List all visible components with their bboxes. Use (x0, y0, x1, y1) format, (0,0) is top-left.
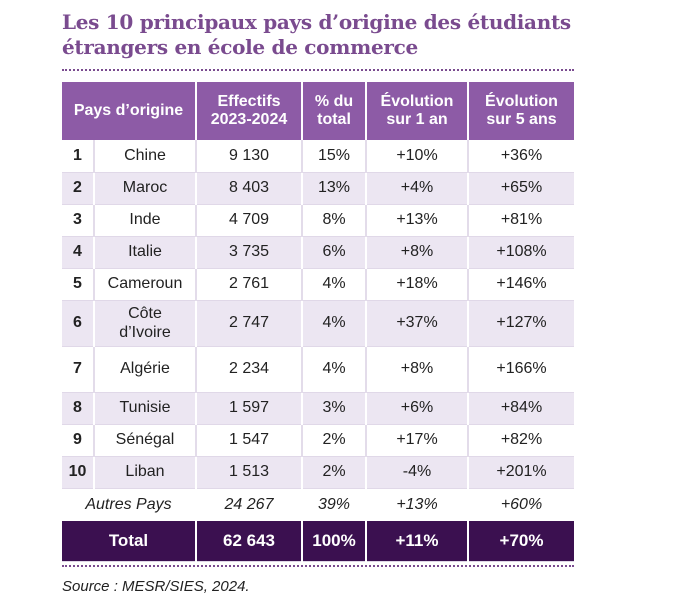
country-cell: Maroc (93, 172, 196, 205)
evo5-cell: +201% (467, 456, 574, 489)
country-cell: Italie (93, 236, 196, 269)
other-count: 24 267 (195, 488, 302, 521)
header-evolution-1y: Évolution sur 1 an (365, 82, 468, 140)
country-cell: Algérie (93, 346, 196, 393)
total-row: Total 62 643 100% +11% +70% (62, 520, 574, 562)
count-cell: 2 761 (195, 268, 302, 301)
evo1-cell: +10% (365, 140, 468, 173)
evo1-cell: -4% (365, 456, 468, 489)
evo5-cell: +127% (467, 300, 574, 347)
total-evo1: +11% (365, 520, 468, 562)
country-cell: Cameroun (93, 268, 196, 301)
share-cell: 2% (301, 424, 366, 457)
count-cell: 1 513 (195, 456, 302, 489)
table-row: 5 Cameroun 2 761 4% +18% +146% (62, 268, 574, 301)
rank-cell: 5 (62, 268, 94, 301)
table-row: 9 Sénégal 1 547 2% +17% +82% (62, 424, 574, 457)
count-cell: 8 403 (195, 172, 302, 205)
rank-cell: 7 (62, 346, 94, 393)
share-cell: 3% (301, 392, 366, 425)
rank-cell: 9 (62, 424, 94, 457)
table-row: 3 Inde 4 709 8% +13% +81% (62, 204, 574, 237)
top-dotted-rule (62, 69, 574, 71)
evo5-cell: +166% (467, 346, 574, 393)
page-title: Les 10 principaux pays d’origine des étu… (62, 10, 574, 60)
header-share: % du total (301, 82, 366, 140)
bottom-dotted-rule (62, 565, 574, 567)
evo5-cell: +65% (467, 172, 574, 205)
table-row: 2 Maroc 8 403 13% +4% +65% (62, 172, 574, 205)
rank-cell: 1 (62, 140, 94, 173)
evo5-cell: +84% (467, 392, 574, 425)
rank-cell: 4 (62, 236, 94, 269)
evo5-cell: +81% (467, 204, 574, 237)
header-count: Effectifs 2023-2024 (195, 82, 302, 140)
title-line-2: étrangers en école de commerce (62, 35, 418, 59)
other-evo5: +60% (467, 488, 574, 521)
count-cell: 2 234 (195, 346, 302, 393)
total-share: 100% (301, 520, 366, 562)
evo5-cell: +108% (467, 236, 574, 269)
evo1-cell: +18% (365, 268, 468, 301)
evo5-cell: +82% (467, 424, 574, 457)
table-row: 10 Liban 1 513 2% -4% +201% (62, 456, 574, 489)
evo1-cell: +6% (365, 392, 468, 425)
table-row: 7 Algérie 2 234 4% +8% +166% (62, 346, 574, 393)
share-cell: 8% (301, 204, 366, 237)
country-cell: Liban (93, 456, 196, 489)
share-cell: 15% (301, 140, 366, 173)
share-cell: 13% (301, 172, 366, 205)
evo5-cell: +36% (467, 140, 574, 173)
count-cell: 2 747 (195, 300, 302, 347)
table-row: 1 Chine 9 130 15% +10% +36% (62, 140, 574, 173)
source-note: Source : MESR/SIES, 2024. (62, 578, 250, 595)
country-cell: Inde (93, 204, 196, 237)
share-cell: 4% (301, 300, 366, 347)
evo1-cell: +37% (365, 300, 468, 347)
evo1-cell: +8% (365, 236, 468, 269)
title-line-1: Les 10 principaux pays d’origine des étu… (62, 10, 571, 34)
country-cell: Côte d’Ivoire (93, 300, 196, 347)
other-share: 39% (301, 488, 366, 521)
countries-table: Pays d’origine Effectifs 2023-2024 % du to… (62, 82, 574, 562)
country-cell: Sénégal (93, 424, 196, 457)
rank-cell: 2 (62, 172, 94, 205)
share-cell: 6% (301, 236, 366, 269)
figure: Les 10 principaux pays d’origine des étu… (62, 0, 574, 567)
count-cell: 1 597 (195, 392, 302, 425)
country-cell: Tunisie (93, 392, 196, 425)
other-countries-row: Autres Pays 24 267 39% +13% +60% (62, 488, 574, 521)
table-row: 4 Italie 3 735 6% +8% +108% (62, 236, 574, 269)
rank-cell: 8 (62, 392, 94, 425)
rank-cell: 6 (62, 300, 94, 347)
rank-cell: 10 (62, 456, 94, 489)
header-country: Pays d’origine (62, 82, 196, 140)
country-cell: Chine (93, 140, 196, 173)
count-cell: 4 709 (195, 204, 302, 237)
share-cell: 2% (301, 456, 366, 489)
total-count: 62 643 (195, 520, 302, 562)
evo1-cell: +17% (365, 424, 468, 457)
count-cell: 9 130 (195, 140, 302, 173)
evo1-cell: +13% (365, 204, 468, 237)
evo1-cell: +4% (365, 172, 468, 205)
table-header-row: Pays d’origine Effectifs 2023-2024 % du to… (62, 82, 574, 140)
count-cell: 1 547 (195, 424, 302, 457)
evo5-cell: +146% (467, 268, 574, 301)
count-cell: 3 735 (195, 236, 302, 269)
other-evo1: +13% (365, 488, 468, 521)
share-cell: 4% (301, 268, 366, 301)
table-row: 8 Tunisie 1 597 3% +6% +84% (62, 392, 574, 425)
other-label: Autres Pays (62, 488, 196, 521)
share-cell: 4% (301, 346, 366, 393)
rank-cell: 3 (62, 204, 94, 237)
total-label: Total (62, 520, 196, 562)
table-row: 6 Côte d’Ivoire 2 747 4% +37% +127% (62, 300, 574, 347)
total-evo5: +70% (467, 520, 574, 562)
header-evolution-5y: Évolution sur 5 ans (467, 82, 574, 140)
evo1-cell: +8% (365, 346, 468, 393)
